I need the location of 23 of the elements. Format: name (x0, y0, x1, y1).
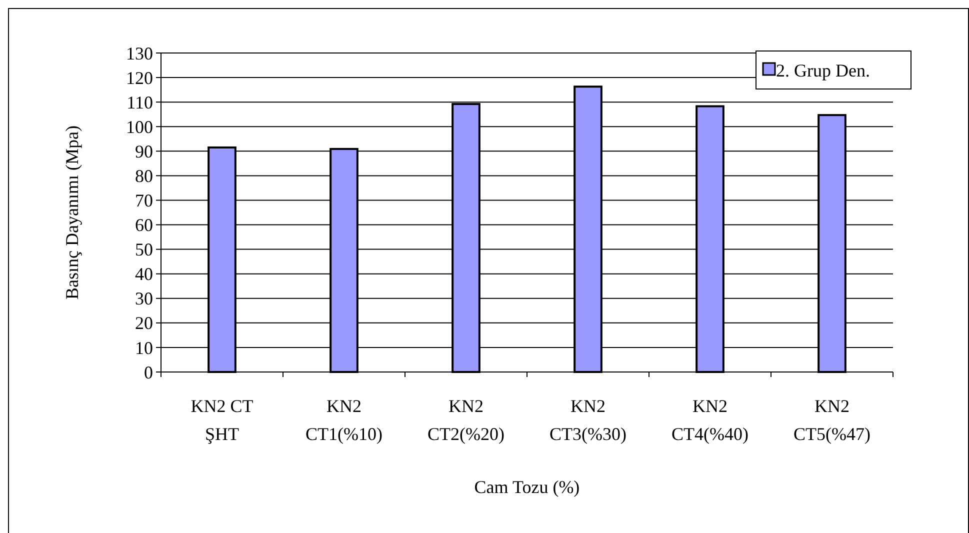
legend-label: 2. Grup Den. (776, 60, 870, 80)
x-tick-label: KN2 CT2(%20) (428, 396, 504, 444)
x-tick-label: KN2 CT1(%10) (306, 396, 382, 444)
y-axis-title: Basınç Dayanımı (Mpa) (62, 126, 82, 300)
x-axis-title: Cam Tozu (%) (474, 477, 580, 497)
y-tick-label: 70 (135, 190, 153, 211)
x-tick-label: KN2 CT3(%30) (550, 396, 626, 444)
y-tick-label: 40 (135, 264, 153, 284)
y-tick-label: 110 (126, 92, 153, 112)
y-tick-label: 60 (135, 215, 153, 236)
y-tick-label: 50 (135, 240, 153, 260)
y-tick-label: 100 (126, 116, 153, 137)
x-tick-label: KN2 CT5(%47) (794, 396, 870, 444)
y-tick-label: 0 (144, 362, 153, 382)
y-tick-label: 10 (135, 338, 153, 358)
x-tick-label: KN2 CT ŞHT (190, 396, 254, 444)
y-tick-label: 120 (126, 68, 153, 88)
y-tick-label: 30 (135, 288, 153, 309)
y-tick-label: 90 (135, 141, 153, 162)
y-tick-label: 20 (135, 313, 153, 334)
y-tick-label: 80 (135, 166, 153, 186)
x-tick-label: KN2 CT4(%40) (672, 396, 748, 444)
y-tick-label: 130 (126, 43, 153, 64)
